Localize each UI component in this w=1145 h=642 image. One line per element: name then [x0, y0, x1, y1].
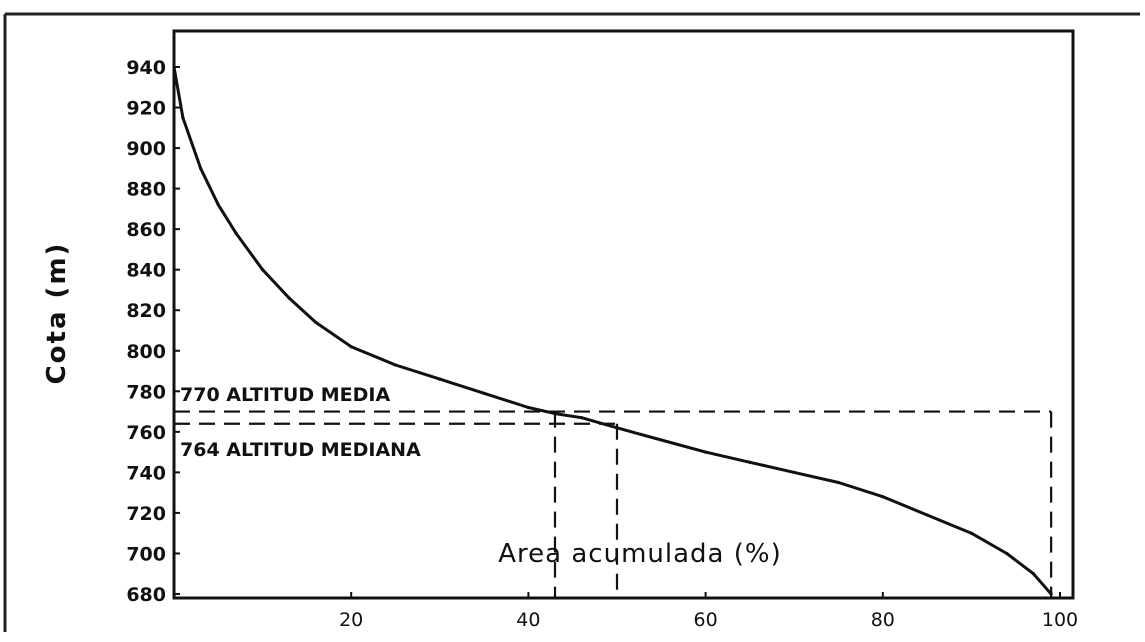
- curve-point: [925, 513, 929, 517]
- curve-point: [482, 391, 486, 395]
- curve-point: [198, 166, 203, 170]
- curve-point: [748, 460, 752, 464]
- y-tick-label: 700: [126, 543, 166, 565]
- curve-point: [881, 495, 885, 499]
- curve-point: [181, 116, 185, 120]
- y-tick-label: 940: [126, 57, 166, 79]
- curve-point: [579, 416, 584, 420]
- y-tick-label: 720: [126, 503, 166, 525]
- y-tick-label: 820: [126, 300, 166, 322]
- x-tick-label: 40: [516, 609, 540, 631]
- y-tick-label: 740: [126, 462, 166, 484]
- hypsometric-curve: [172, 65, 1053, 596]
- curve-point: [1031, 572, 1036, 576]
- x-axis-label: Area acumulada (%): [498, 539, 781, 569]
- y-axis-ticks: 680 700 720 740 760 780 800 820 840 860 880 900 920 9…: [126, 57, 180, 606]
- y-tick-label: 840: [126, 260, 166, 282]
- x-axis-ticks: 20 40 60 80 100: [339, 592, 1078, 631]
- x-tick-label: 60: [694, 609, 718, 631]
- curve-point: [314, 320, 318, 324]
- y-tick-label: 780: [126, 381, 166, 403]
- y-tick-label: 680: [126, 584, 166, 606]
- y-tick-label: 880: [126, 179, 166, 201]
- curve-point: [836, 480, 841, 485]
- x-tick-label: 20: [339, 609, 363, 631]
- x-tick-label: 100: [1042, 609, 1078, 631]
- curve-point: [349, 345, 353, 349]
- series-group: [172, 65, 1053, 596]
- x-tick-label: 80: [871, 609, 895, 631]
- y-tick-label: 760: [126, 422, 166, 444]
- curve-point: [234, 231, 238, 235]
- y-axis-label: Cota (m): [42, 242, 72, 385]
- y-tick-label: 860: [126, 219, 166, 241]
- curve-point: [1005, 551, 1009, 556]
- curve-point: [438, 377, 442, 381]
- annotation-altitud-mediana: 764 ALTITUD MEDIANA: [180, 439, 421, 461]
- plot-frame: [172, 29, 1075, 600]
- y-tick-label: 900: [126, 138, 166, 160]
- curve-point: [393, 363, 398, 367]
- curve-point: [172, 65, 176, 69]
- curve-point: [792, 470, 796, 474]
- curve-point: [659, 438, 663, 442]
- curve-point: [969, 531, 974, 535]
- curve-point: [704, 450, 708, 454]
- curve-point: [615, 426, 619, 430]
- curve-point: [1049, 592, 1053, 596]
- curve-point: [526, 405, 531, 410]
- reference-lines: [174, 410, 1053, 598]
- curve-point: [216, 203, 220, 207]
- y-tick-label: 920: [126, 98, 166, 120]
- curve-point: [287, 296, 291, 300]
- curve-point: [553, 412, 557, 416]
- curve-point: [261, 268, 265, 272]
- annotation-altitud-media: 770 ALTITUD MEDIA: [180, 384, 390, 406]
- y-tick-label: 800: [126, 341, 166, 363]
